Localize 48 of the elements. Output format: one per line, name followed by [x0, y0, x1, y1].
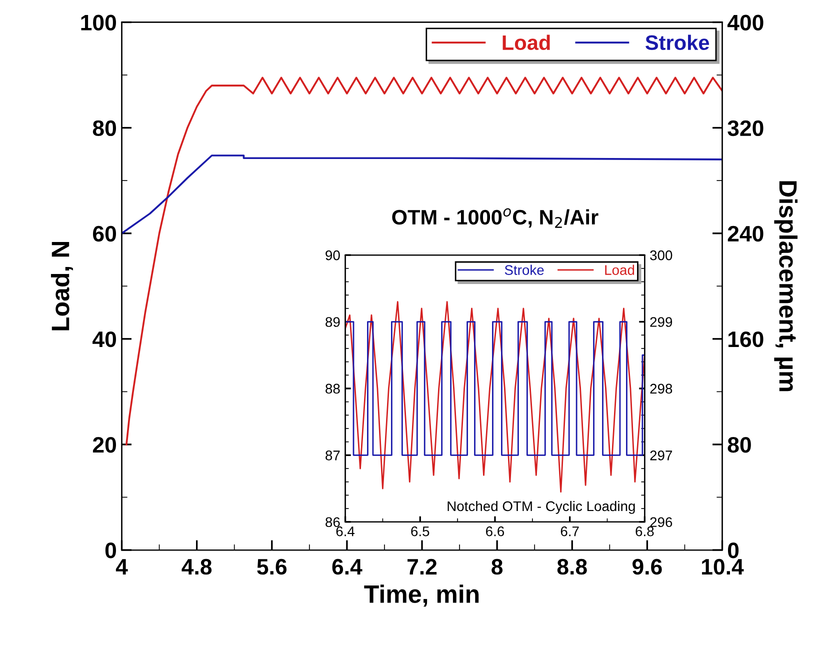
line-series — [345, 301, 645, 493]
y-tick-label: 86 — [326, 517, 340, 528]
line-series — [126, 76, 722, 446]
legend-label: Load — [502, 34, 550, 50]
x-axis-title: Time, min — [364, 584, 479, 607]
x-tick-label: 4 — [116, 559, 128, 574]
y-tick-label: 0 — [105, 542, 116, 558]
x-tick-label: 4.8 — [182, 558, 212, 575]
x-tick-label: 7.2 — [408, 558, 437, 574]
y2-tick-label: 80 — [728, 436, 751, 453]
x-tick-label: 6.5 — [411, 526, 430, 536]
y2-tick-label: 240 — [728, 226, 764, 242]
y-tick-label: 89 — [326, 317, 340, 327]
x-tick-label: 8 — [492, 558, 503, 575]
line-series — [122, 154, 722, 234]
x-tick-label: 6.8 — [636, 526, 654, 536]
x-tick-label: 6.4 — [336, 526, 355, 536]
y2-tick-label: 320 — [728, 120, 764, 136]
x-tick-label: 6.4 — [332, 558, 362, 575]
legend-label: Load — [605, 264, 634, 275]
x-tick-label: 5.6 — [257, 558, 287, 575]
y2-tick-label: 300 — [650, 250, 672, 260]
y-tick-label: 88 — [326, 384, 340, 394]
y-tick-label: 100 — [81, 14, 116, 31]
y2-axis-title: Displacement, µm — [774, 181, 798, 392]
legend-label: Stroke — [504, 264, 544, 275]
y2-tick-label: 298 — [650, 384, 672, 394]
x-tick-label: 6.7 — [560, 526, 579, 536]
y2-tick-label: 297 — [650, 450, 672, 460]
x-tick-label: 9.6 — [632, 558, 662, 575]
y-tick-label: 40 — [92, 331, 116, 348]
annotation: Notched OTM - Cyclic Loading — [448, 500, 635, 514]
y2-tick-label: 400 — [727, 14, 764, 31]
x-tick-label: 10.4 — [702, 558, 744, 575]
y2-tick-label: 0 — [728, 542, 739, 558]
y2-tick-label: 296 — [650, 517, 672, 528]
y-tick-label: 20 — [92, 436, 116, 453]
legend-label: Stroke — [646, 34, 710, 50]
x-tick-label: 8.8 — [557, 558, 587, 575]
y-axis-title: Load, N — [50, 242, 73, 330]
y-tick-label: 80 — [92, 120, 116, 136]
y-tick-label: 87 — [326, 450, 340, 460]
y2-tick-label: 160 — [728, 331, 764, 348]
y-tick-label: 90 — [326, 250, 340, 260]
y2-tick-label: 299 — [650, 317, 672, 327]
y-tick-label: 60 — [93, 226, 116, 242]
chart-title: OTM - 1000$^{o}$C, N$_{2}$/Air — [392, 208, 598, 228]
x-tick-label: 6.6 — [486, 526, 504, 536]
